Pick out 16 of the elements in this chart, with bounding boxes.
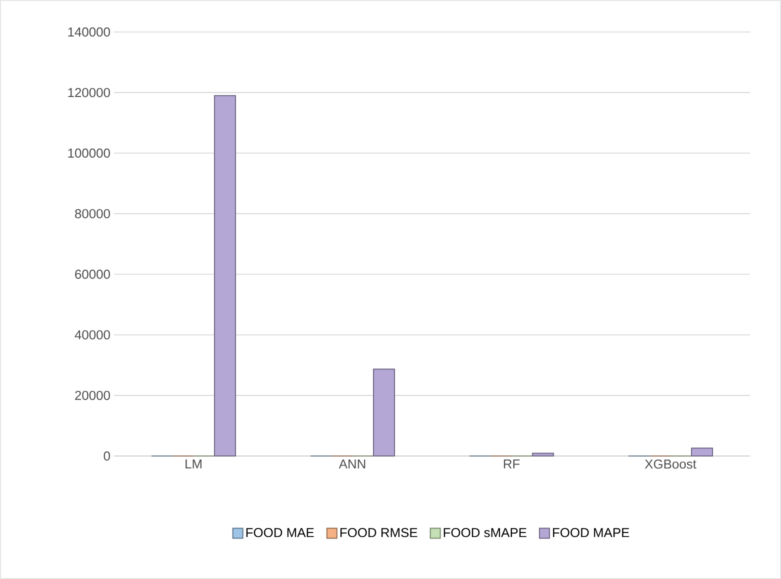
legend-label: FOOD sMAPE <box>444 528 526 538</box>
y-tick-label: 80000 <box>75 209 110 218</box>
legend-label: FOOD RMSE <box>340 528 418 538</box>
x-tick-label: LM <box>186 460 202 468</box>
x-tick-label: RF <box>504 460 520 468</box>
legend-label: FOOD MAE <box>246 528 314 538</box>
y-tick-label: 100000 <box>68 148 110 158</box>
x-tick-label: ANN <box>338 460 366 468</box>
y-tick-label: 20000 <box>75 390 110 400</box>
y-tick-label: 40000 <box>74 330 110 340</box>
legend-label: FOOD MAPE <box>553 528 630 538</box>
x-tick-label: XGBoost <box>644 460 696 469</box>
y-tick-label: 60000 <box>75 270 110 279</box>
y-tick-label: 120000 <box>68 88 110 98</box>
y-tick-label: 140000 <box>68 27 110 37</box>
y-tick-label: 0 <box>104 451 110 461</box>
